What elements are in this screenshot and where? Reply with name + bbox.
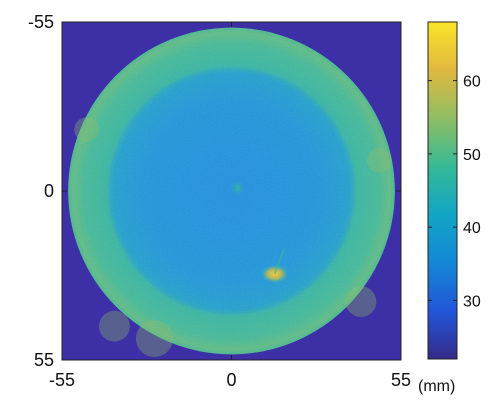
y-tick-label: -55 xyxy=(28,12,54,32)
x-tick-label: 55 xyxy=(391,370,411,390)
y-tick-label: 0 xyxy=(44,181,54,201)
colorbar-unit-label: (mm) xyxy=(418,378,455,395)
x-tick-label: -55 xyxy=(49,370,75,390)
heatmap-ring-patch xyxy=(98,310,130,342)
colorbar-tick-label: 50 xyxy=(463,147,481,164)
colorbar-gradient xyxy=(428,22,457,359)
colorbar-tick-label: 60 xyxy=(463,74,481,91)
y-tick-label: 55 xyxy=(34,350,54,370)
colorbar-frame xyxy=(427,21,458,360)
colorbar-tick-label: 30 xyxy=(463,293,481,310)
colorbar-tick-label: 40 xyxy=(463,220,481,237)
colorbar: 30 40 50 60 (mm) xyxy=(418,21,481,395)
plot-area xyxy=(62,22,401,360)
heatmap-noise-texture xyxy=(68,27,395,355)
x-tick-label: 0 xyxy=(226,370,236,390)
